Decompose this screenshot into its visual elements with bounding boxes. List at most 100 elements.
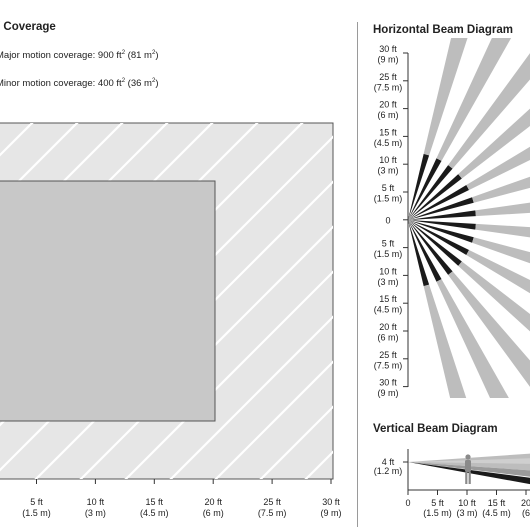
minor-coverage-text: Minor motion coverage: 400 ft	[0, 78, 122, 90]
person-icon	[465, 454, 471, 484]
horizontal-tick-label: 30 ft	[379, 378, 397, 388]
coverage-x-tick-label: 30 ft	[322, 497, 340, 507]
coverage-x-tick-metric: (9 m)	[321, 508, 342, 518]
major-coverage-metric-exp: 2	[151, 50, 156, 56]
horizontal-tick-metric: (6 m)	[378, 333, 399, 343]
horizontal-tick-label: 15 ft	[379, 294, 397, 304]
horizontal-beam-fan	[408, 38, 530, 398]
horizontal-tick-metric: (4.5 m)	[374, 138, 403, 148]
horizontal-tick-label: 10 ft	[379, 155, 397, 165]
coverage-x-tick-metric: (7.5 m)	[258, 508, 287, 518]
outer-beam-segment	[436, 38, 512, 161]
coverage-x-tick-label: 10 ft	[87, 497, 105, 507]
person-body	[465, 460, 471, 472]
vertical-x-tick-metric: (4.5 m)	[482, 508, 511, 518]
inner-beam-segment	[408, 220, 462, 266]
coverage-area	[0, 122, 334, 480]
inner-beam-segment	[408, 197, 474, 220]
inner-beam-segment	[408, 153, 430, 220]
vertical-beam	[408, 462, 530, 485]
major-coverage-metric: (81 m	[125, 50, 152, 62]
minor-coverage-exp: 2	[121, 78, 126, 84]
inner-beam-segment	[408, 210, 476, 220]
vertical-x-tick-metric: (3 m)	[457, 508, 478, 518]
horizontal-tick-label: 25 ft	[379, 72, 397, 82]
coverage-x-axis: 5 ft(1.5 m) 10 ft(3 m) 15 ft(4.5 m) 20 ft(6…	[22, 479, 342, 518]
horizontal-tick-metric: (1.5 m)	[374, 249, 403, 259]
person-leg	[468, 472, 471, 484]
horizontal-tick-label: 5 ft	[382, 239, 395, 249]
horizontal-tick-metric: (3 m)	[378, 277, 399, 287]
coverage-x-tick-label: 20 ft	[204, 497, 222, 507]
outer-beam-segment	[458, 108, 530, 179]
outer-beam-segment	[423, 38, 468, 156]
inner-beam-segment	[408, 220, 474, 243]
horizontal-tick-label: 15 ft	[379, 127, 397, 137]
outer-beam-segment	[475, 202, 530, 217]
vertical-x-tick-label: 10 ft	[458, 498, 476, 508]
horizontal-tick-label: 0	[385, 215, 390, 225]
vertical-beam	[408, 462, 530, 477]
horizontal-tick-metric: (9 m)	[378, 55, 399, 65]
vertical-beam-side-view	[408, 453, 530, 485]
horizontal-tick-label: 10 ft	[379, 266, 397, 276]
major-coverage-exp: 2	[121, 50, 126, 56]
horizontal-tick-metric: (7.5 m)	[374, 360, 403, 370]
outer-beam-segment	[448, 271, 530, 387]
inner-beam-segment	[408, 220, 442, 282]
coverage-x-tick-label: 5 ft	[30, 497, 43, 507]
vertical-beam-title: Vertical Beam Diagram	[373, 423, 498, 435]
coverage-title: / Coverage	[0, 21, 56, 33]
hatch-line	[259, 405, 333, 479]
minor-coverage-metric: (36 m	[125, 78, 152, 90]
hatch-line	[124, 270, 333, 479]
minor-coverage-close: )	[155, 78, 159, 90]
horizontal-tick-metric: (1.5 m)	[374, 194, 403, 204]
inner-beam-segment	[408, 158, 442, 220]
coverage-x-tick-metric: (4.5 m)	[140, 508, 169, 518]
outer-beam-segment	[436, 279, 509, 398]
vertical-x-tick-label: 0	[405, 498, 410, 508]
inner-beam-segment	[408, 220, 476, 230]
major-coverage-text: Major motion coverage: 900 ft	[0, 50, 122, 62]
coverage-x-tick-metric: (1.5 m)	[22, 508, 51, 518]
minor-coverage-area	[0, 180, 216, 422]
person-head	[465, 454, 471, 460]
horizontal-tick-metric: (4.5 m)	[374, 305, 403, 315]
hatch-line	[169, 315, 333, 479]
hatch-line	[0, 123, 124, 247]
outer-beam-segment	[472, 237, 530, 264]
inner-beam-segment	[408, 185, 470, 220]
hatch-line	[0, 123, 79, 202]
minor-coverage-metric-exp: 2	[151, 78, 156, 84]
horizontal-tick-label: 30 ft	[379, 44, 397, 54]
outer-beam-segment	[466, 249, 530, 294]
horizontal-tick-metric: (7.5 m)	[374, 82, 403, 92]
major-coverage-legend: Major motion coverage: 900 ft2 (81 m2)	[0, 50, 158, 61]
vertical-x-tick-label: 20	[521, 498, 530, 508]
inner-beam-segment	[408, 220, 470, 255]
outer-beam-segment	[458, 261, 530, 332]
coverage-x-tick-metric: (6 m)	[203, 508, 224, 518]
outer-beam-segment	[475, 223, 530, 238]
horizontal-tick-label: 20 ft	[379, 322, 397, 332]
inner-beam-segment	[408, 174, 462, 220]
horizontal-tick-label: 20 ft	[379, 100, 397, 110]
major-coverage-close: )	[155, 50, 159, 62]
vertical-y-tick-metric: (1.2 m)	[374, 466, 403, 476]
coverage-x-tick-label: 25 ft	[263, 497, 281, 507]
minor-coverage-legend: Minor motion coverage: 400 ft2 (36 m2)	[0, 78, 158, 89]
inner-beam-segment	[408, 220, 453, 275]
coverage-x-tick-label: 15 ft	[146, 497, 164, 507]
person-leg	[465, 472, 468, 484]
horizontal-beam-axis: 30 ft(9 m)25 ft(7.5 m)20 ft(6 m)15 ft(4.…	[374, 44, 409, 398]
outer-beam-segment	[423, 284, 467, 398]
vertical-x-tick-metric: (6	[522, 508, 530, 518]
inner-beam-segment	[408, 165, 453, 220]
vertical-x-tick-label: 5 ft	[431, 498, 444, 508]
horizontal-tick-metric: (6 m)	[378, 110, 399, 120]
horizontal-tick-metric: (9 m)	[378, 388, 399, 398]
outer-beam-segment	[466, 146, 530, 191]
hatch-line	[214, 360, 333, 479]
hatch-line	[79, 225, 333, 479]
